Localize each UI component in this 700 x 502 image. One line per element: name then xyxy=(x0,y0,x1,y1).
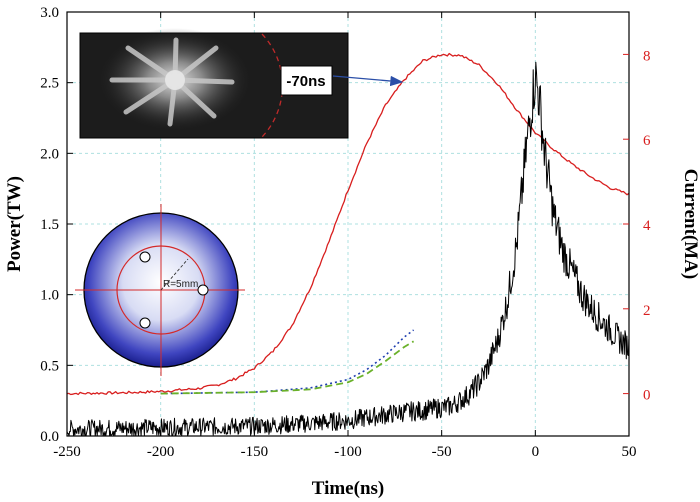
x-tick-label-4: -50 xyxy=(432,444,452,460)
series-line-3 xyxy=(160,340,415,395)
y-left-tick-label-0: 0.0 xyxy=(40,429,59,445)
y-left-axis-title: Power(TW) xyxy=(4,176,25,272)
inset-photo-label-box xyxy=(280,65,333,96)
target-radius-line xyxy=(160,258,189,291)
target-post-1 xyxy=(139,251,151,263)
y-left-tick-label-4: 2.0 xyxy=(40,146,59,162)
y-right-axis-title: Current(MA) xyxy=(680,169,700,279)
y-right-tick-label-1: 2 xyxy=(643,303,651,319)
x-tick-label-0: -250 xyxy=(53,444,81,460)
y-left-tick-label-3: 1.5 xyxy=(40,217,59,233)
target-post-2 xyxy=(197,284,209,296)
y-left-tick-label-6: 3.0 xyxy=(40,5,59,21)
x-tick-label-2: -150 xyxy=(241,444,269,460)
axis-ticks: -250 -200 -150 -100 -50 0 50 0.0 0.5 1.0 1.5 2.0 2.5… xyxy=(40,5,651,460)
target-radius-label: R=5mm xyxy=(163,279,198,290)
y-right-tick-label-4: 8 xyxy=(643,48,651,64)
y-right-tick-label-3: 6 xyxy=(643,133,651,149)
y-left-tick-label-2: 1.0 xyxy=(40,288,59,304)
target-post-3 xyxy=(139,317,151,329)
x-tick-label-1: -200 xyxy=(147,444,175,460)
series-line-0 xyxy=(66,52,630,396)
y-right-tick-label-2: 4 xyxy=(643,218,651,234)
inset-photo: -70ns xyxy=(79,28,404,139)
x-tick-label-5: 0 xyxy=(532,444,540,460)
y-right-tick-label-0: 0 xyxy=(643,388,651,404)
x-tick-label-6: 50 xyxy=(622,444,637,460)
inset-photo-arrow xyxy=(332,75,404,87)
inset-photo-label: -70ns xyxy=(286,73,325,90)
y-left-tick-label-1: 0.5 xyxy=(40,358,59,374)
x-axis-title: Time(ns) xyxy=(312,478,384,499)
x-tick-label-3: -100 xyxy=(334,444,362,460)
y-left-tick-label-5: 2.5 xyxy=(40,76,59,92)
inset-target: R=5mm xyxy=(75,204,245,376)
